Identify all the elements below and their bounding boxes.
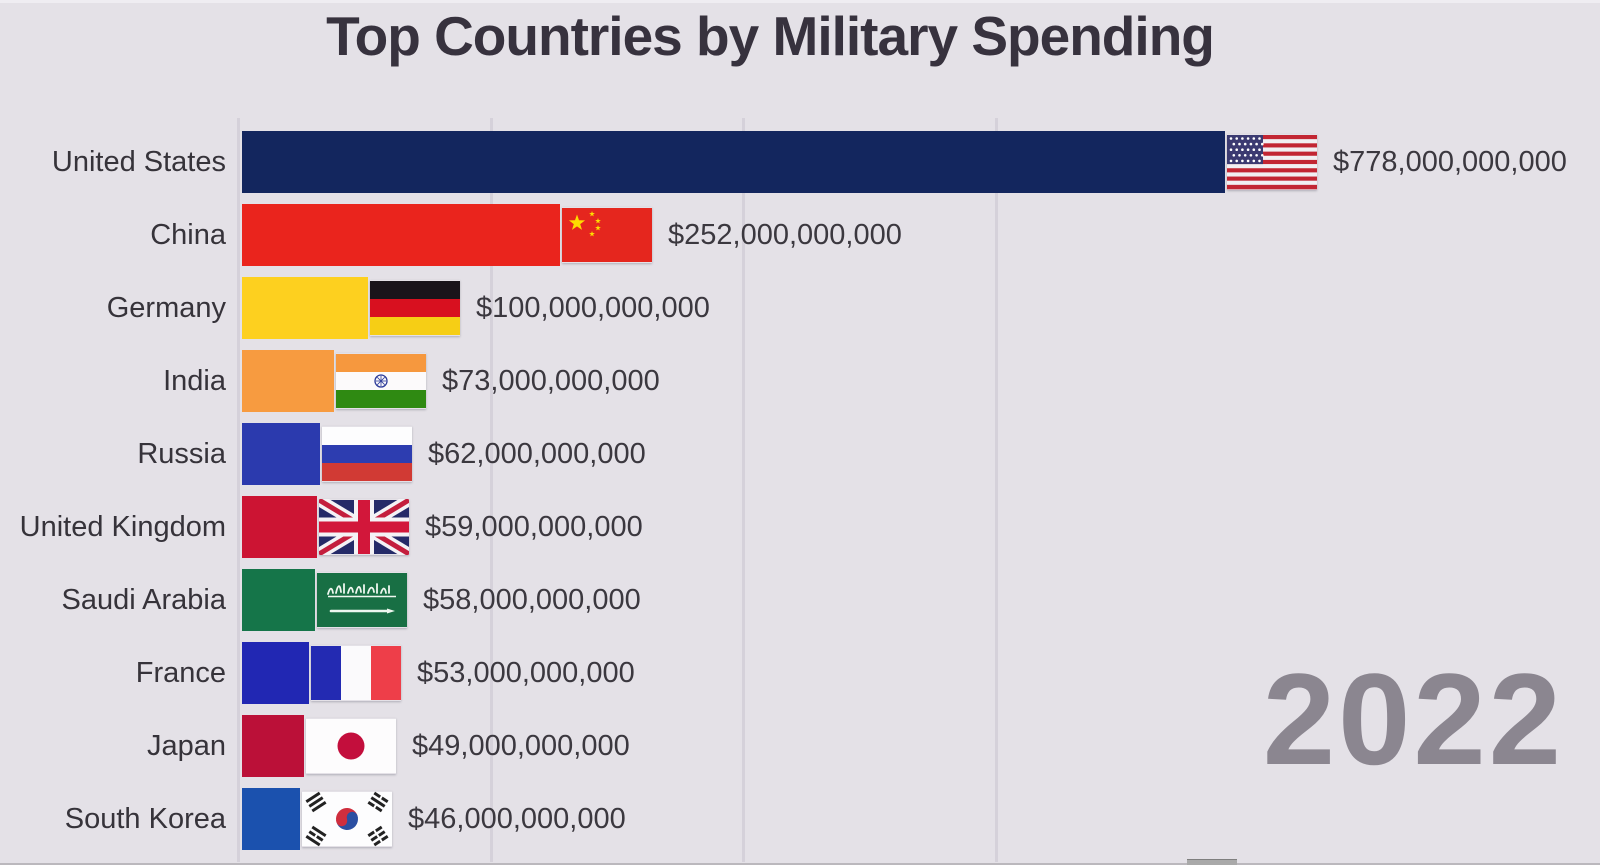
fr-flag-icon: [311, 646, 401, 700]
bar-row-in: India $73,000,000,000: [0, 350, 1600, 412]
value-bar: [242, 788, 300, 850]
bar-row-fr: France $53,000,000,000: [0, 642, 1600, 704]
value-label: $46,000,000,000: [408, 803, 626, 835]
bar-row-kr: South Korea $46,000,000,000: [0, 788, 1600, 850]
us-flag-icon: [1227, 135, 1317, 190]
page-title: Top Countries by Military Spending: [326, 5, 1215, 67]
value-bar: [242, 496, 317, 558]
value-bar: [242, 715, 304, 777]
axis-zero-line: [237, 118, 240, 862]
value-bar: [242, 277, 368, 339]
value-label: $778,000,000,000: [1333, 146, 1567, 178]
country-label: South Korea: [64, 803, 226, 835]
year-label: 2022: [1262, 646, 1564, 792]
country-label: Russia: [137, 438, 226, 470]
country-label: Germany: [106, 292, 226, 324]
country-label: United Kingdom: [19, 511, 226, 543]
value-bar: [242, 131, 1225, 193]
value-label: $252,000,000,000: [668, 219, 902, 251]
kr-flag-icon: [302, 791, 392, 847]
value-label: $58,000,000,000: [423, 584, 641, 616]
value-label: $73,000,000,000: [442, 365, 660, 397]
bar-row-jp: Japan $49,000,000,000: [0, 715, 1600, 777]
top-edge-line: [0, 0, 1600, 3]
country-label: India: [163, 365, 226, 397]
bottom-edge-line: [0, 863, 1600, 865]
de-flag-icon: [370, 281, 460, 335]
country-label: Saudi Arabia: [61, 584, 226, 616]
value-bar: [242, 350, 334, 412]
sa-flag-icon: [317, 573, 407, 627]
gridline-200b: [490, 118, 493, 862]
bar-row-ru: Russia $62,000,000,000: [0, 423, 1600, 485]
gridline-400b: [742, 118, 745, 862]
country-label: United States: [51, 146, 226, 178]
in-flag-icon: [336, 354, 426, 408]
bar-row-us: United States $778,000,000,000: [0, 131, 1600, 193]
value-bar: [242, 642, 309, 704]
value-bar: [242, 569, 315, 631]
bar-row-sa: Saudi Arabia $58,000,000,000: [0, 569, 1600, 631]
bar-row-cn: China $252,000,000,000: [0, 204, 1600, 266]
bar-row-gb: United Kingdom $59,000,000,000: [0, 496, 1600, 558]
video-progress-marker: [1187, 859, 1237, 865]
value-label: $59,000,000,000: [425, 511, 643, 543]
value-bar: [242, 204, 560, 266]
country-label: Japan: [146, 730, 226, 762]
country-label: France: [135, 657, 226, 689]
value-label: $53,000,000,000: [417, 657, 635, 689]
jp-flag-icon: [306, 719, 396, 773]
ru-flag-icon: [322, 427, 412, 481]
value-bar: [242, 423, 320, 485]
gridline-600b: [995, 118, 998, 862]
cn-flag-icon: [562, 208, 652, 262]
value-label: $49,000,000,000: [412, 730, 630, 762]
country-label: China: [150, 219, 226, 251]
gb-flag-icon: [319, 499, 409, 555]
value-label: $62,000,000,000: [428, 438, 646, 470]
bar-row-de: Germany $100,000,000,000: [0, 277, 1600, 339]
value-label: $100,000,000,000: [476, 292, 710, 324]
